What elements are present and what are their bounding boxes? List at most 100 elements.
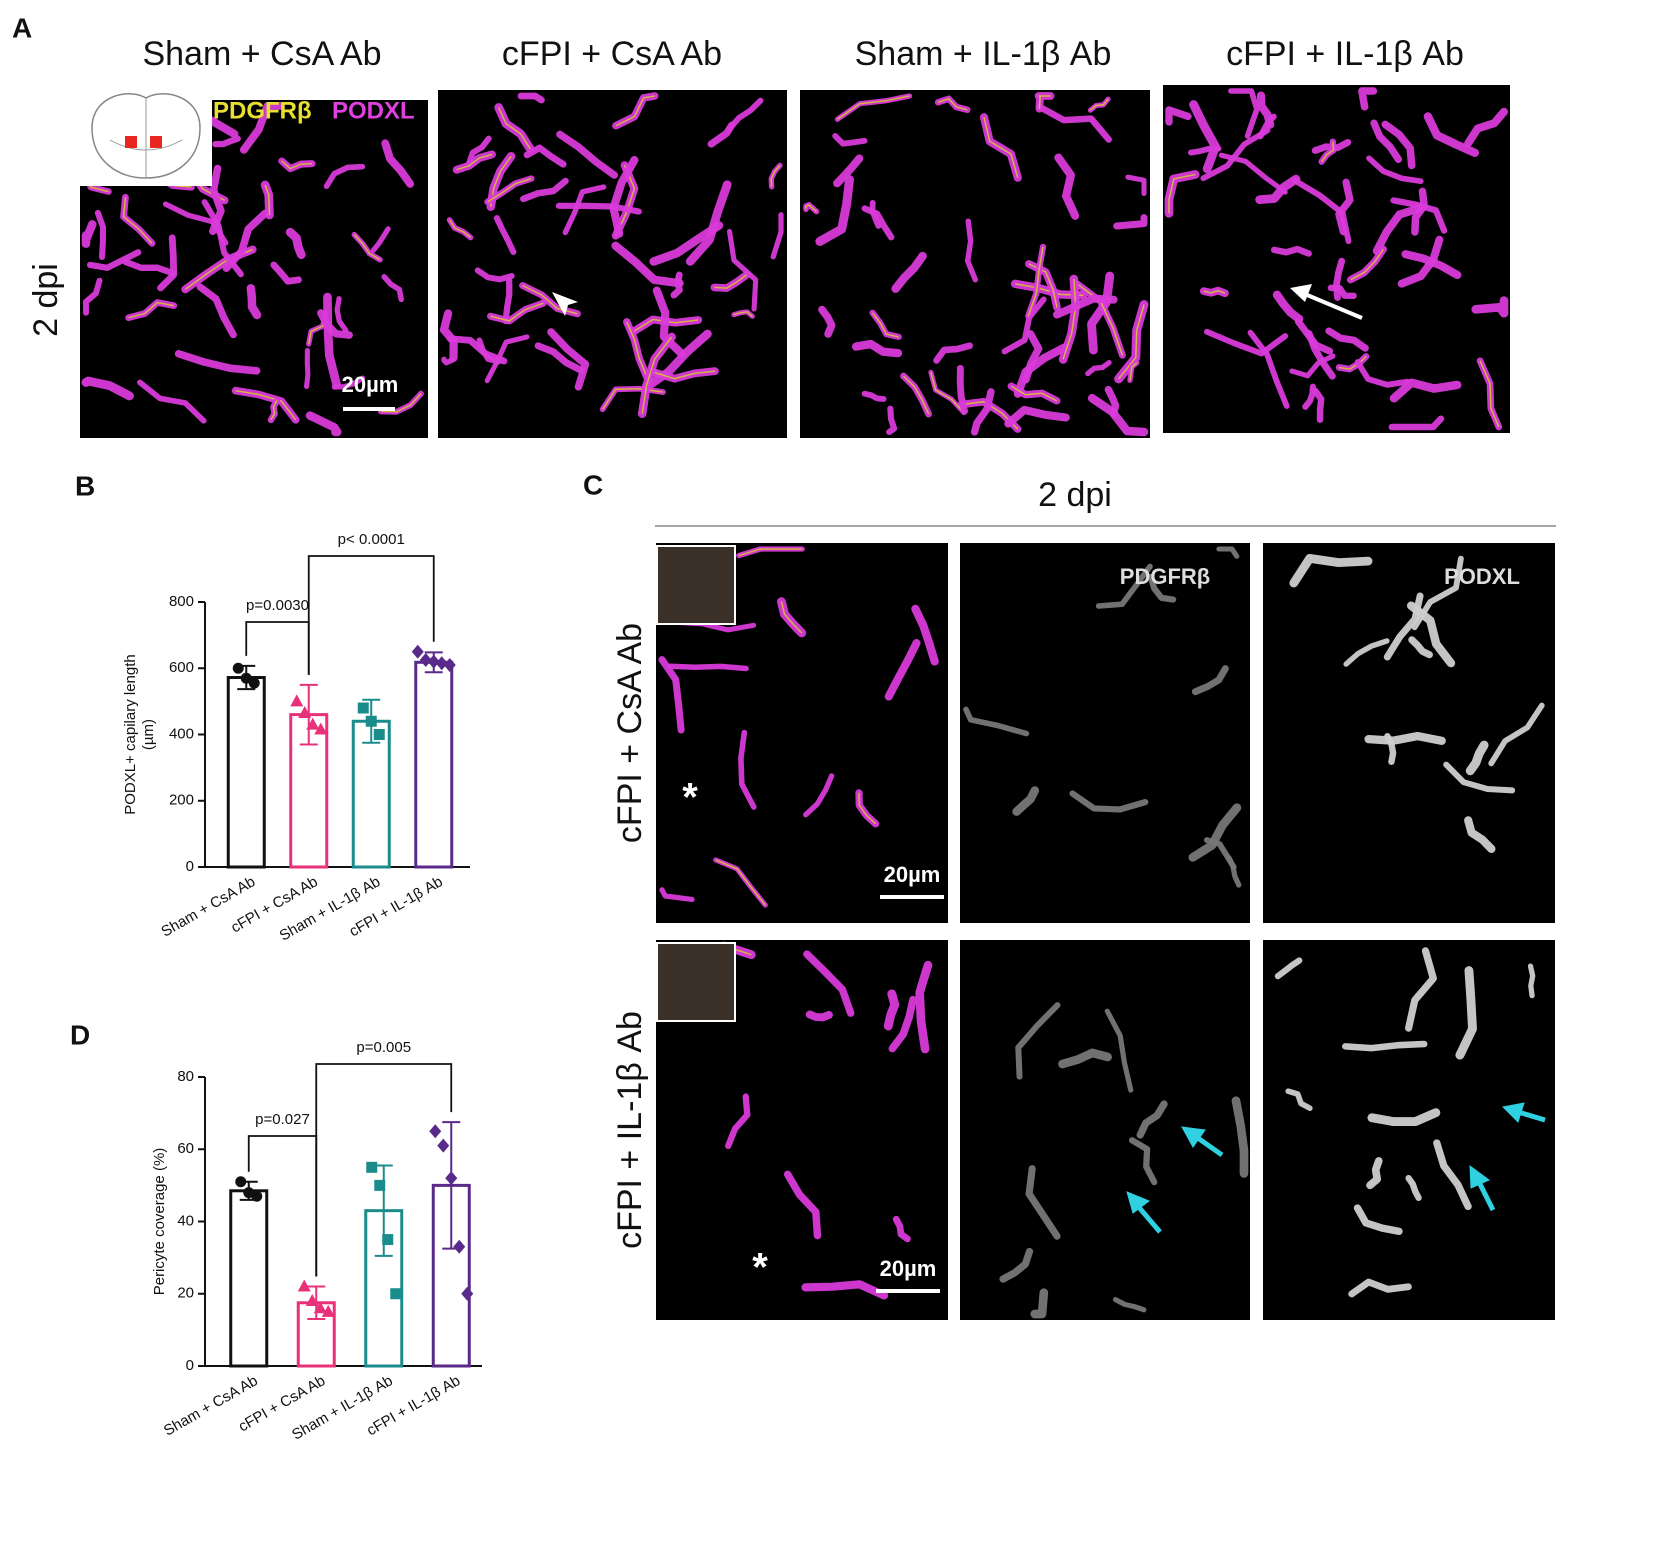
vessel xyxy=(212,135,241,148)
vessel xyxy=(520,177,569,203)
pericyte xyxy=(1479,360,1500,428)
vessel xyxy=(1204,328,1289,357)
panel-label: D xyxy=(70,1019,90,1050)
vessel xyxy=(1312,387,1325,423)
vessel xyxy=(1364,731,1446,746)
pericyte xyxy=(281,160,313,170)
vessel xyxy=(1087,393,1149,437)
data-point xyxy=(373,729,385,740)
pericyte xyxy=(1076,283,1124,356)
vessel xyxy=(1411,555,1464,631)
y-axis-label: PODXL+ capilary length xyxy=(122,654,139,815)
vessel xyxy=(1464,107,1509,148)
vessel xyxy=(1147,573,1177,603)
vessel xyxy=(658,656,685,734)
vessel xyxy=(439,309,458,362)
bar xyxy=(226,676,266,869)
pericyte xyxy=(498,107,531,150)
vessel xyxy=(1165,106,1192,126)
pericyte xyxy=(456,153,493,171)
vessel xyxy=(1228,88,1260,139)
vessel xyxy=(892,1215,911,1243)
data-point xyxy=(248,677,260,689)
vessel xyxy=(466,135,492,166)
vessel xyxy=(1411,187,1428,236)
scale-bar xyxy=(880,895,944,899)
significance-bracket xyxy=(315,1063,453,1277)
asterisk: * xyxy=(682,776,698,820)
y-tick-label: 0 xyxy=(186,1357,194,1374)
vessel xyxy=(1022,330,1043,384)
vessel xyxy=(726,228,759,312)
pericyte xyxy=(902,375,930,415)
vessel xyxy=(803,950,855,1017)
pericyte xyxy=(805,204,817,213)
pericyte xyxy=(128,301,174,319)
y-tick-label: 80 xyxy=(177,1068,194,1085)
vessel xyxy=(911,604,939,666)
arrowhead xyxy=(552,292,578,316)
vessel xyxy=(534,342,585,374)
vessel xyxy=(803,773,835,818)
vessel xyxy=(1104,1008,1134,1093)
vessel xyxy=(670,271,683,299)
vessel xyxy=(707,121,736,148)
inset xyxy=(656,545,736,625)
pericyte xyxy=(448,219,472,239)
vessel xyxy=(915,960,933,1054)
pericyte xyxy=(380,393,422,413)
data-point xyxy=(443,657,456,672)
vessel xyxy=(801,1280,889,1300)
pericyte xyxy=(770,165,781,187)
panel-label: A xyxy=(12,12,32,43)
vessel xyxy=(1058,1048,1112,1069)
brain-inset xyxy=(80,80,212,186)
pericyte xyxy=(1027,246,1044,317)
vessel xyxy=(1136,1100,1168,1139)
vessel xyxy=(1285,1088,1313,1112)
pericyte xyxy=(837,95,910,120)
vessel xyxy=(1256,91,1275,129)
data-point xyxy=(435,656,448,671)
row-label: 2 dpi xyxy=(27,263,65,337)
vessel xyxy=(1289,553,1373,588)
vessel xyxy=(1433,1139,1472,1211)
vessel xyxy=(1036,103,1112,143)
annotation: p=0.027 xyxy=(255,1111,310,1128)
vessel xyxy=(517,92,545,104)
channel-label: PDGFRβ xyxy=(1120,564,1210,589)
vessel xyxy=(1085,360,1112,377)
vessel xyxy=(1335,178,1354,236)
vessel xyxy=(815,175,854,246)
micrograph xyxy=(960,940,1250,1320)
vessel xyxy=(1188,803,1242,862)
vessel xyxy=(964,218,979,283)
pericyte xyxy=(1038,95,1051,109)
vessel xyxy=(1405,1174,1422,1201)
column-title: Sham + IL-1β Ab xyxy=(855,35,1112,73)
vessel xyxy=(174,350,261,375)
vessel xyxy=(381,274,404,303)
pericyte xyxy=(1350,248,1384,281)
vessel xyxy=(1289,353,1336,379)
vessel xyxy=(659,887,695,903)
vessel xyxy=(94,209,107,261)
bar xyxy=(229,1189,269,1368)
vessel xyxy=(1443,761,1516,794)
pericyte xyxy=(733,311,753,317)
data-point xyxy=(453,1239,466,1254)
panel-label: C xyxy=(583,469,603,500)
scale-bar-label: 20µm xyxy=(884,862,941,887)
pericyte xyxy=(235,389,297,421)
vessel xyxy=(1405,947,1437,1032)
vessel xyxy=(370,226,391,253)
micrograph xyxy=(960,543,1250,923)
vessel xyxy=(888,995,917,1053)
vessel xyxy=(137,379,207,424)
data-point xyxy=(297,1279,311,1292)
vessel xyxy=(447,335,508,365)
vessel xyxy=(1095,563,1153,609)
data-point xyxy=(357,702,369,714)
vessel xyxy=(818,305,836,338)
